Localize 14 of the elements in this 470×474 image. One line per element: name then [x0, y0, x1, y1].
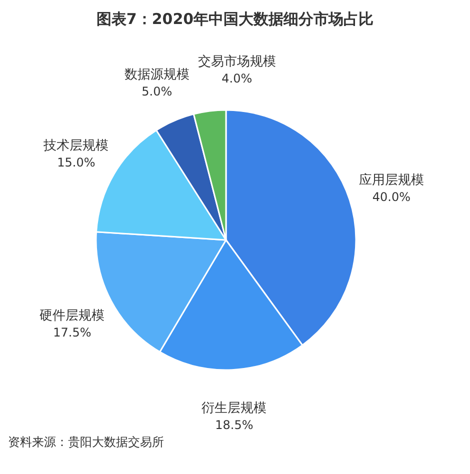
- slice-label: 应用层规模: [358, 172, 424, 188]
- slice-label: 数据源规模: [124, 67, 190, 82]
- data-label: 4.0%: [222, 71, 252, 86]
- text: 资料来源：贵阳大数据交易所: [8, 435, 164, 449]
- data-label: 40.0%: [372, 190, 411, 204]
- slice-label: 硬件层规模: [40, 308, 105, 324]
- slice-label: 衍生层规模: [202, 400, 267, 416]
- data-label: 17.5%: [53, 325, 92, 340]
- chart-title: 图表7：2020年中国大数据细分市场占比: [96, 10, 374, 28]
- data-label: 18.5%: [215, 418, 254, 432]
- slice-label: 技术层规模: [42, 138, 109, 154]
- data-label: 15.0%: [57, 155, 96, 170]
- slice-label: 交易市场规模: [198, 53, 276, 70]
- data-label: 5.0%: [142, 84, 172, 98]
